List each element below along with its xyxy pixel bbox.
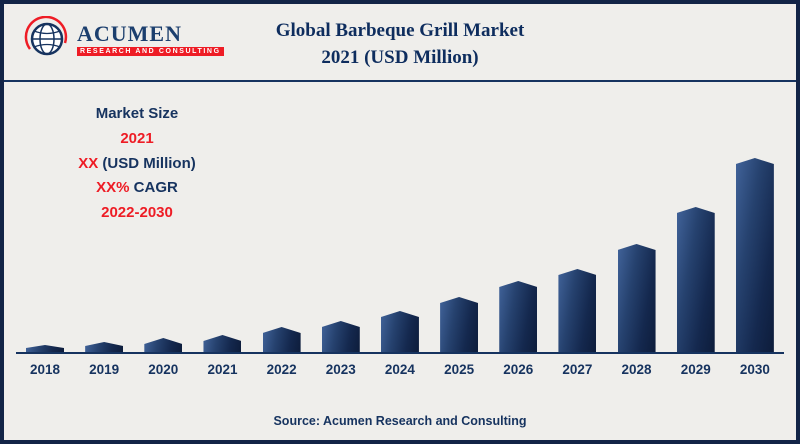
chart-column: 2019 xyxy=(81,342,127,380)
bar-2020 xyxy=(144,338,183,354)
chart-title: Global Barbeque Grill Market 2021 (USD M… xyxy=(4,18,796,71)
chart-column: 2018 xyxy=(22,345,68,380)
x-axis-label-2022: 2022 xyxy=(266,362,297,377)
chart-column: 2024 xyxy=(377,311,423,380)
logo-subtitle: RESEARCH AND CONSULTING xyxy=(77,46,224,56)
bar-2027 xyxy=(558,269,597,354)
chart-column: 2021 xyxy=(199,335,245,380)
x-axis-label-2023: 2023 xyxy=(325,362,356,377)
x-axis-label-2024: 2024 xyxy=(384,362,415,377)
chart-column: 2020 xyxy=(140,338,186,380)
x-axis-label-2021: 2021 xyxy=(207,362,238,377)
chart-column: 2022 xyxy=(259,327,305,380)
bar-2030 xyxy=(735,158,774,354)
chart-column: 2027 xyxy=(554,269,600,380)
chart-column: 2030 xyxy=(732,158,778,380)
market-size-heading: Market Size xyxy=(95,105,179,122)
x-axis-label-2029: 2029 xyxy=(680,362,711,377)
chart-columns: 2018 2019 2020 2021 2022 2023 2024 2025 2026 2027… xyxy=(20,156,780,380)
market-size-value: XX (USD Million) xyxy=(78,154,196,172)
logo-name: ACUMEN xyxy=(77,20,182,46)
cagr-line: XX% CAGR xyxy=(96,179,178,197)
x-axis-label-2018: 2018 xyxy=(29,362,61,377)
bar-2019 xyxy=(85,342,124,354)
header-divider xyxy=(4,80,796,82)
bar-2026 xyxy=(499,281,538,354)
bar-2029 xyxy=(676,207,715,354)
x-axis-label-2028: 2028 xyxy=(621,362,652,377)
x-axis-label-2020: 2020 xyxy=(148,362,179,377)
forecast-period: 2022-2030 xyxy=(101,204,173,221)
chart-column: 2023 xyxy=(318,321,364,380)
bar-2018 xyxy=(26,345,64,354)
logo-text: ACUMEN RESEARCH AND CONSULTING xyxy=(77,20,224,56)
globe-icon xyxy=(24,16,68,56)
bar-2021 xyxy=(203,335,242,354)
chart-column: 2029 xyxy=(673,207,719,380)
x-axis-label-2030: 2030 xyxy=(739,362,770,377)
bar-2025 xyxy=(440,297,479,354)
bar-2022 xyxy=(262,327,301,354)
bar-2023 xyxy=(321,321,360,354)
chart-title-line1: Global Barbeque Grill Market xyxy=(275,20,525,41)
bar-chart: 2018 2019 2020 2021 2022 2023 2024 2025 2026 2027… xyxy=(16,156,784,380)
x-axis-label-2019: 2019 xyxy=(89,362,120,377)
x-axis-label-2026: 2026 xyxy=(503,362,534,377)
chart-title-line2: 2021 (USD Million) xyxy=(321,46,479,68)
market-size-year: 2021 xyxy=(120,129,154,147)
market-size-panel: Market Size 2021 XX (USD Million) XX% CA… xyxy=(32,102,242,226)
x-axis-label-2027: 2027 xyxy=(562,362,593,377)
chart-column: 2028 xyxy=(614,244,660,380)
chart-column: 2026 xyxy=(495,281,541,380)
acumen-logo: ACUMEN RESEARCH AND CONSULTING xyxy=(24,16,224,62)
x-axis-line xyxy=(16,352,784,354)
source-note: Source: Acumen Research and Consulting xyxy=(273,414,527,428)
bar-2028 xyxy=(617,244,656,354)
x-axis-label-2025: 2025 xyxy=(444,362,475,377)
chart-column: 2025 xyxy=(436,297,482,380)
bar-2024 xyxy=(380,311,419,354)
